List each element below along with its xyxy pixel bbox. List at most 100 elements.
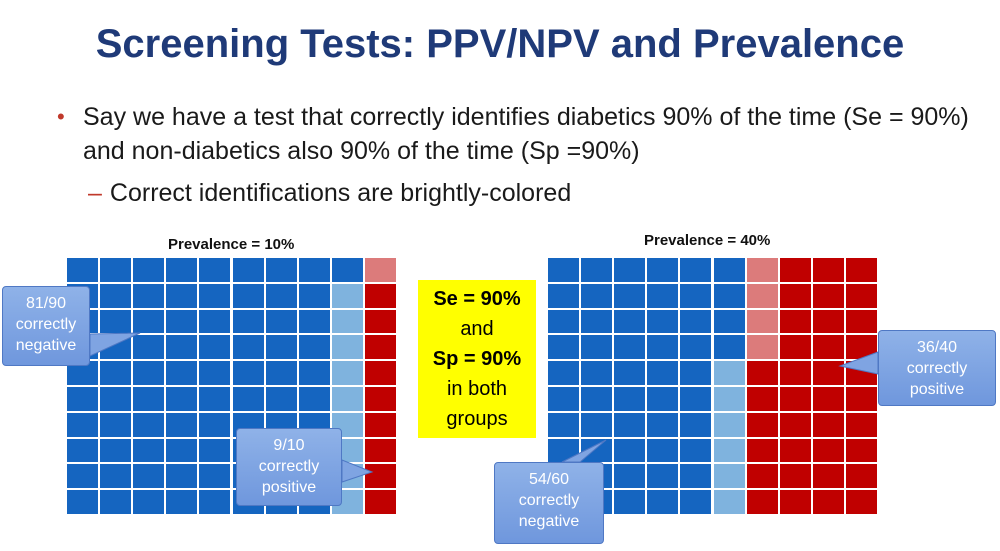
cell-correct-negative <box>712 257 746 283</box>
cell-correct-negative <box>231 308 265 335</box>
cell-correct-negative <box>231 360 265 386</box>
cell-correct-negative <box>66 386 100 412</box>
cell-correct-negative <box>613 463 647 490</box>
cell-correct-negative <box>646 282 680 309</box>
cell-correct-negative <box>132 257 166 283</box>
cell-correct-positive <box>811 360 845 386</box>
cell-correct-negative <box>99 463 133 490</box>
right-grid-title: Prevalence = 40% <box>644 232 771 249</box>
cell-correct-negative <box>132 308 166 335</box>
cell-correct-negative <box>66 437 100 464</box>
cell-correct-negative <box>198 308 232 335</box>
cell-correct-positive <box>778 282 812 309</box>
sub-bullet-1-text: Correct identifications are brightly-col… <box>109 179 572 207</box>
cell-correct-positive <box>778 386 812 412</box>
cell-correct-positive <box>745 463 779 490</box>
cell-correct-positive <box>363 334 397 361</box>
cell-correct-positive <box>745 386 779 412</box>
cell-correct-negative <box>231 334 265 361</box>
cell-correct-negative <box>679 411 713 438</box>
cell-false-positive <box>712 411 746 438</box>
cell-correct-positive <box>844 463 878 490</box>
cell-correct-negative <box>580 334 614 361</box>
callout-word: positive <box>261 479 317 496</box>
callout-word: correctly <box>518 492 580 509</box>
sub-bullet-marker: – <box>88 179 102 207</box>
cell-correct-negative <box>297 308 331 335</box>
cell-correct-positive <box>844 308 878 335</box>
cell-correct-positive <box>745 411 779 438</box>
cell-correct-positive <box>363 360 397 386</box>
cell-correct-negative <box>646 308 680 335</box>
right-prevalence-grid <box>547 257 878 515</box>
cell-correct-negative <box>613 257 647 283</box>
cell-correct-negative <box>99 360 133 386</box>
cell-correct-negative <box>264 386 298 412</box>
cell-correct-positive <box>778 334 812 361</box>
cell-correct-negative <box>646 437 680 464</box>
cell-false-positive <box>330 360 364 386</box>
cell-correct-positive <box>778 257 812 283</box>
cell-correct-negative <box>679 463 713 490</box>
cell-correct-negative <box>165 463 199 490</box>
cell-correct-negative <box>264 308 298 335</box>
cell-false-negative <box>745 282 779 309</box>
cell-correct-positive <box>363 386 397 412</box>
cell-false-positive <box>712 463 746 490</box>
cell-correct-negative <box>679 386 713 412</box>
cell-correct-negative <box>613 282 647 309</box>
callout-fraction: 54/60 <box>528 471 570 488</box>
pointer-left-positive <box>341 459 374 483</box>
cell-correct-negative <box>297 282 331 309</box>
cell-correct-negative <box>646 386 680 412</box>
cell-false-positive <box>712 437 746 464</box>
cell-correct-negative <box>297 386 331 412</box>
cell-correct-negative <box>231 386 265 412</box>
cell-correct-positive <box>745 360 779 386</box>
cell-correct-positive <box>811 437 845 464</box>
cell-correct-negative <box>613 411 647 438</box>
cell-correct-positive <box>844 411 878 438</box>
callout-word: correctly <box>258 458 320 475</box>
cell-correct-negative <box>580 308 614 335</box>
cell-correct-positive <box>363 308 397 335</box>
cell-correct-positive <box>811 308 845 335</box>
cell-false-positive <box>330 386 364 412</box>
cell-correct-negative <box>198 360 232 386</box>
cell-correct-negative <box>547 282 581 309</box>
cell-correct-positive <box>844 437 878 464</box>
bullet-marker: • <box>57 104 65 129</box>
cell-correct-positive <box>844 282 878 309</box>
summary-in-both: in both <box>446 378 508 400</box>
cell-correct-negative <box>165 437 199 464</box>
cell-correct-negative <box>613 386 647 412</box>
callout-word: positive <box>909 381 965 398</box>
cell-correct-negative <box>231 257 265 283</box>
pointer-right-negative <box>561 439 607 463</box>
callout-left-negative: 81/90 correctly negative <box>2 286 90 366</box>
cell-correct-negative <box>66 489 100 515</box>
cell-correct-negative <box>264 257 298 283</box>
callout-right-negative: 54/60 correctly negative <box>494 462 604 544</box>
cell-correct-negative <box>580 411 614 438</box>
cell-correct-negative <box>712 282 746 309</box>
cell-correct-negative <box>198 411 232 438</box>
cell-correct-negative <box>99 437 133 464</box>
cell-correct-negative <box>679 308 713 335</box>
callout-word: correctly <box>15 316 77 333</box>
cell-false-positive <box>330 308 364 335</box>
cell-correct-negative <box>679 334 713 361</box>
cell-correct-positive <box>811 257 845 283</box>
cell-correct-negative <box>580 282 614 309</box>
cell-correct-positive <box>363 282 397 309</box>
callout-right-positive: 36/40 correctly positive <box>878 330 996 406</box>
cell-correct-negative <box>132 386 166 412</box>
cell-correct-positive <box>811 386 845 412</box>
cell-correct-negative <box>66 411 100 438</box>
cell-correct-positive <box>811 463 845 490</box>
cell-correct-negative <box>646 463 680 490</box>
cell-correct-negative <box>99 411 133 438</box>
cell-correct-negative <box>580 257 614 283</box>
cell-correct-negative <box>679 257 713 283</box>
cell-false-negative <box>745 308 779 335</box>
